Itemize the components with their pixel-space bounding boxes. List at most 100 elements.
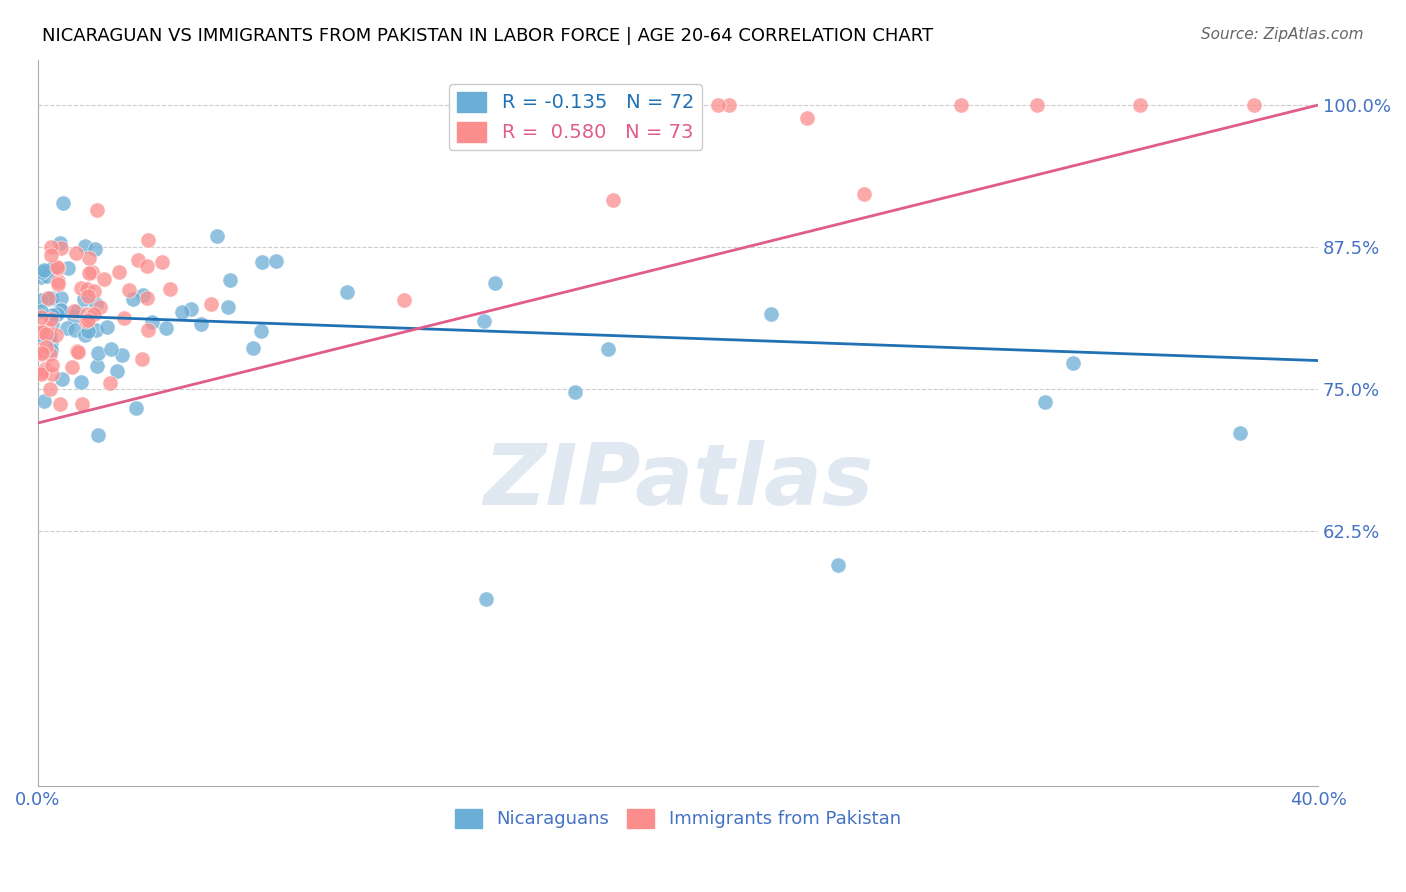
Point [42, 261, 65, 276]
Point [31, 344, 53, 359]
Point [77, 289, 100, 303]
Point [93, 272, 115, 286]
Point [65, 344, 87, 359]
Point [30, 293, 52, 307]
Point [336, 285, 359, 299]
Point [484, 276, 506, 290]
Point [30, 303, 52, 318]
Point [39, 347, 62, 361]
Point [796, 112, 818, 126]
Point [31, 346, 53, 360]
Point [39, 311, 62, 326]
Point [30, 347, 52, 361]
Point [131, 352, 153, 367]
Point [96, 320, 118, 334]
Point [56, 260, 79, 275]
Point [77, 324, 100, 338]
Point [45, 307, 67, 321]
Point [70, 375, 93, 389]
Point [1033, 394, 1056, 409]
Point [39, 240, 62, 254]
Point [39, 248, 62, 262]
Point [51, 372, 73, 386]
Point [41, 317, 63, 331]
Text: ZIPatlas: ZIPatlas [482, 440, 873, 523]
Point [122, 293, 145, 307]
Point [207, 229, 229, 244]
Point [49, 303, 72, 318]
Point [598, 342, 620, 356]
Point [35, 326, 58, 341]
Point [79, 251, 101, 265]
Point [759, 306, 782, 320]
Point [38, 329, 60, 343]
Point [707, 98, 730, 112]
Point [60, 360, 83, 375]
Point [66, 304, 89, 318]
Point [219, 273, 242, 287]
Point [1229, 426, 1251, 441]
Point [32, 393, 55, 408]
Point [949, 98, 972, 112]
Point [83, 284, 105, 298]
Point [141, 315, 163, 329]
Point [155, 320, 177, 334]
Point [83, 307, 105, 321]
Point [75, 238, 97, 252]
Point [136, 323, 159, 337]
Point [105, 364, 128, 378]
Point [474, 313, 496, 327]
Point [56, 321, 79, 335]
Legend: Nicaraguans, Immigrants from Pakistan: Nicaraguans, Immigrants from Pakistan [447, 802, 908, 836]
Point [38, 292, 60, 306]
Point [112, 310, 135, 325]
Point [65, 246, 87, 260]
Point [1026, 98, 1049, 112]
Point [48, 397, 70, 411]
Point [51, 241, 73, 255]
Point [1062, 356, 1084, 370]
Point [30, 330, 52, 344]
Point [250, 324, 273, 338]
Point [136, 259, 159, 273]
Point [84, 323, 107, 337]
Point [86, 359, 108, 374]
Point [132, 288, 155, 302]
Point [39, 336, 62, 351]
Point [32, 262, 55, 277]
Point [72, 397, 94, 411]
Point [46, 274, 69, 288]
Point [63, 303, 86, 318]
Point [35, 325, 58, 339]
Point [37, 269, 59, 284]
Point [89, 301, 111, 315]
Point [159, 282, 181, 296]
Point [35, 320, 58, 334]
Point [38, 262, 60, 277]
Point [39, 343, 62, 358]
Point [45, 260, 67, 275]
Point [135, 291, 157, 305]
Point [52, 195, 75, 210]
Point [1243, 98, 1265, 112]
Point [39, 291, 62, 305]
Point [853, 186, 876, 201]
Point [392, 293, 415, 307]
Point [32, 323, 55, 337]
Point [827, 558, 849, 572]
Point [150, 255, 173, 269]
Point [77, 313, 100, 327]
Point [31, 365, 53, 379]
Point [34, 362, 56, 376]
Point [31, 328, 53, 343]
Point [41, 367, 63, 381]
Point [69, 280, 91, 294]
Point [30, 342, 52, 356]
Point [76, 282, 98, 296]
Point [86, 202, 108, 217]
Point [75, 314, 97, 328]
Point [100, 342, 122, 356]
Point [49, 291, 72, 305]
Point [46, 277, 69, 291]
Point [80, 265, 103, 279]
